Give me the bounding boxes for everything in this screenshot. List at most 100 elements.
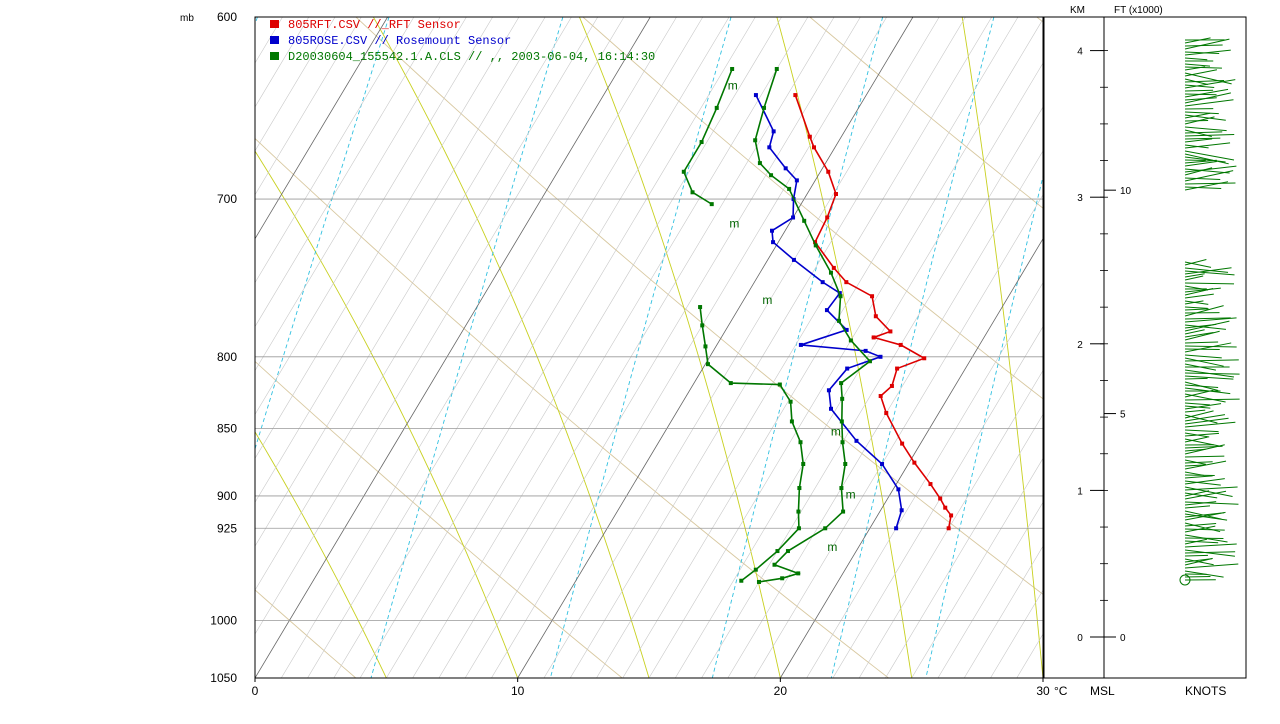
plot-frame <box>254 16 1044 679</box>
wind-barb <box>1184 384 1219 388</box>
dry-adiabat-line <box>0 17 89 678</box>
ft-tick-label: 10 <box>1120 186 1132 197</box>
wind-barb <box>1184 38 1230 50</box>
isotherm-line <box>779 237 1043 678</box>
series-point <box>771 129 776 134</box>
series-2 <box>753 66 872 584</box>
pressure-unit-label: mb <box>180 13 194 24</box>
series-point <box>796 509 801 514</box>
wind-barb <box>1184 398 1240 401</box>
wind-barb <box>1184 79 1236 89</box>
wind-barb <box>1184 63 1211 67</box>
wind-barb <box>1184 84 1215 88</box>
series-point <box>878 354 883 359</box>
wind-barb <box>1184 89 1214 92</box>
wind-barb <box>1184 168 1230 174</box>
isotherm-line <box>701 106 1043 678</box>
series-point <box>801 461 806 466</box>
isotherm-line <box>0 17 20 678</box>
isotherm-line <box>517 17 914 678</box>
legend-swatch <box>270 52 279 60</box>
series-point <box>796 571 801 576</box>
km-tick-label: 2 <box>1077 340 1083 351</box>
wind-barb <box>1184 549 1236 557</box>
dry-adiabat-line <box>355 17 1043 595</box>
isotherm-line <box>255 17 599 591</box>
wind-barb <box>1184 436 1208 443</box>
mixing-ratio-line <box>711 17 884 678</box>
m-marker: m <box>831 424 841 438</box>
wind-barb <box>1184 432 1220 437</box>
pressure-axis: 600 700 800 850 900 925 1000 1050 <box>210 10 237 685</box>
wind-barb <box>1184 153 1229 165</box>
wind-barb <box>1184 329 1205 335</box>
series-point <box>785 549 790 554</box>
dry-adiabat-lines <box>0 17 1043 678</box>
series-point <box>802 218 807 223</box>
wind-barb <box>1184 308 1209 311</box>
wind-barb <box>1184 181 1229 191</box>
series-point <box>895 366 900 371</box>
moist-adiabat-line <box>372 17 650 678</box>
legend-entry: 805ROSE.CSV // Rosemount Sensor <box>288 34 511 48</box>
series-point <box>836 318 841 323</box>
series-point <box>854 438 859 443</box>
temperature-tick-label: 0 <box>252 684 259 698</box>
wind-barb <box>1184 112 1211 119</box>
wind-barb <box>1184 342 1232 353</box>
isotherm-line <box>359 17 756 678</box>
wind-barb <box>1184 537 1224 540</box>
wind-barb <box>1184 267 1232 275</box>
pressure-tick-label: 925 <box>217 521 237 535</box>
series-point <box>796 526 801 531</box>
moist-adiabat-line <box>776 17 913 678</box>
wind-barb <box>1184 305 1224 317</box>
wind-barb <box>1184 49 1231 56</box>
pressure-tick-label: 900 <box>217 489 237 503</box>
temperature-unit-label: °C <box>1054 684 1068 698</box>
isotherm-line <box>0 17 204 678</box>
temperature-tick-label: 30 <box>1036 684 1050 698</box>
dry-adiabat-line <box>255 360 623 678</box>
wind-barb <box>1184 186 1222 190</box>
wind-barb <box>1184 57 1208 61</box>
series-point <box>757 161 762 166</box>
legend-entry: D20030604_155542.1.A.CLS // ,, 2003-06-0… <box>288 50 655 64</box>
isotherm-line <box>727 150 1043 678</box>
isotherm-line <box>386 17 782 678</box>
m-markers: m m m m m m <box>728 79 856 555</box>
wind-barb <box>1184 150 1235 161</box>
wind-barb <box>1184 511 1226 521</box>
wind-barb <box>1184 300 1209 305</box>
series-point <box>840 396 845 401</box>
series-point <box>769 173 774 178</box>
series-point <box>888 329 893 334</box>
series-point <box>884 411 889 416</box>
isotherm-line <box>255 17 625 635</box>
series-point <box>820 280 825 285</box>
wind-barb <box>1184 486 1238 491</box>
series-point <box>728 381 733 386</box>
sounding-series <box>681 66 954 584</box>
wind-barb <box>1184 414 1226 422</box>
isotherm-line <box>255 17 310 108</box>
wind-barb <box>1184 354 1222 359</box>
wind-barb <box>1184 444 1225 455</box>
moist-adiabat-line <box>255 677 256 678</box>
m-marker: m <box>729 216 739 230</box>
wind-barb <box>1184 134 1235 137</box>
msl-label: MSL <box>1090 684 1115 698</box>
isotherm-line <box>937 501 1043 678</box>
wind-barb <box>1184 137 1221 140</box>
mixing-ratio-line <box>830 17 995 678</box>
series-3 <box>681 66 735 207</box>
isotherm-line <box>963 545 1043 678</box>
km-tick-label: 1 <box>1077 486 1083 497</box>
m-marker: m <box>846 488 856 502</box>
wind-barb <box>1184 99 1234 107</box>
series-point <box>826 169 831 174</box>
wind-barb <box>1184 513 1228 521</box>
isotherm-line <box>255 17 388 240</box>
pressure-tick-label: 850 <box>217 421 237 435</box>
temperature-axis: 0 10 20 30 <box>252 678 1050 698</box>
